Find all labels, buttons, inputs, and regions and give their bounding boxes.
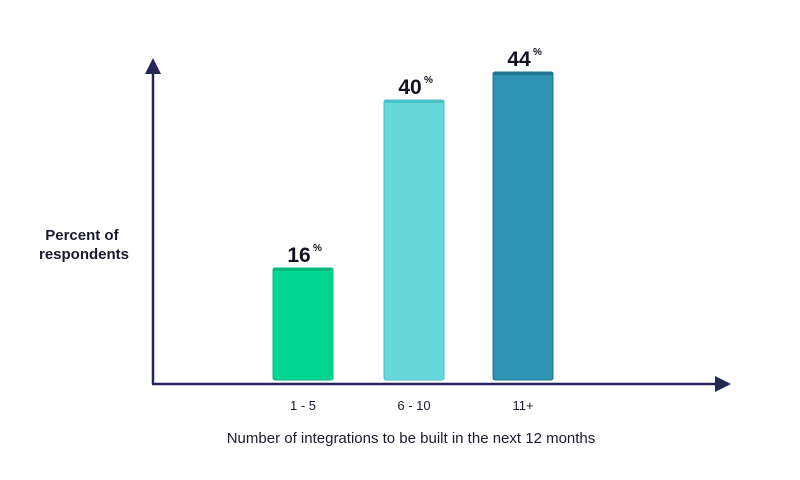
labels-layer: 16 %40 %44%: [287, 47, 542, 267]
y-axis-label-line-2: respondents: [39, 246, 129, 263]
x-tick-label-1: 6 - 10: [397, 398, 430, 413]
y-axis-arrow-icon: [145, 58, 161, 74]
bar-value-suffix-2: %: [533, 47, 542, 58]
x-axis-arrow-icon: [715, 376, 731, 392]
bar-value-suffix-0: %: [313, 243, 322, 254]
bar-value-suffix-1: %: [424, 75, 433, 86]
x-tick-label-2: 11+: [512, 398, 533, 413]
x-axis-label: Number of integrations to be built in th…: [227, 430, 596, 447]
bar-value-label-2: 44: [507, 48, 531, 71]
bar-1: [383, 99, 445, 381]
ticks-layer: 1 - 5 6 - 10 11+: [290, 398, 534, 413]
bars-layer: [272, 71, 554, 381]
bar-2: [492, 71, 554, 381]
x-tick-label-0: 1 - 5: [290, 398, 316, 413]
y-axis-label: Percent of respondents: [39, 227, 129, 263]
bar-value-label-0: 16: [287, 244, 310, 267]
bar-top-edge-0: [273, 268, 333, 271]
bar-value-label-1: 40: [398, 76, 421, 99]
bar-top-edge-1: [384, 100, 444, 103]
bar-0: [272, 267, 334, 381]
y-axis-label-line-1: Percent of: [45, 227, 119, 244]
bar-top-edge-2: [493, 72, 553, 75]
